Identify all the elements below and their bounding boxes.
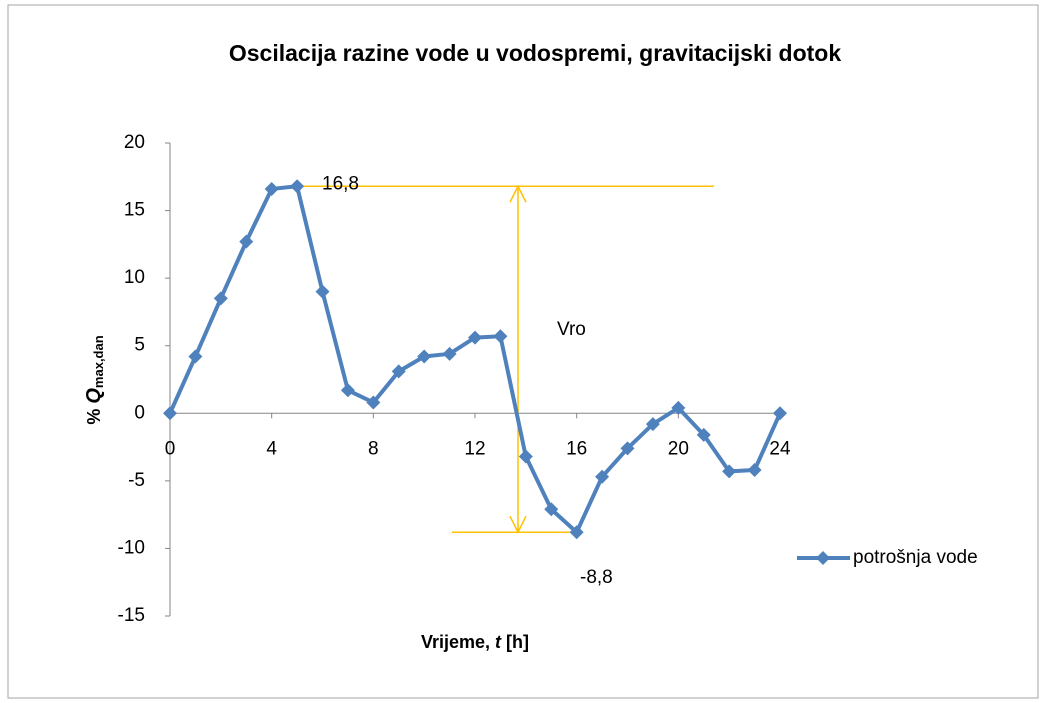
marker (442, 346, 457, 361)
marker (569, 525, 584, 540)
marker (188, 349, 203, 364)
annotation-label: -8,8 (580, 567, 613, 588)
marker (239, 234, 254, 249)
marker (696, 427, 711, 442)
marker (213, 291, 228, 306)
y-tick-label: -15 (118, 605, 145, 626)
y-tick-label: 5 (134, 335, 145, 356)
x-tick-label: 0 (165, 438, 176, 459)
y-axis-label: % Qmax,dan (83, 335, 106, 424)
marker (493, 329, 508, 344)
legend-marker (816, 551, 830, 565)
marker (645, 417, 660, 432)
x-label-part: t (495, 632, 502, 652)
marker (620, 441, 635, 456)
x-axis-label: Vrijeme, t [h] (421, 632, 529, 652)
y-tick-label: -5 (128, 470, 145, 491)
y-tick-label: 20 (124, 132, 145, 153)
x-tick-label: 12 (464, 438, 485, 459)
x-tick-label: 8 (368, 438, 379, 459)
marker (468, 330, 482, 345)
marker (315, 284, 330, 299)
chart-title: Oscilacija razine vode u vodospremi, gra… (229, 40, 841, 66)
marker (391, 364, 406, 379)
x-tick-label: 4 (266, 438, 277, 459)
marker (340, 383, 355, 398)
y-label-part: % (84, 404, 104, 425)
y-label-part: max,dan (91, 335, 106, 388)
x-label-part: [h] (501, 632, 529, 652)
marker (163, 406, 177, 421)
x-tick-label: 16 (566, 438, 587, 459)
marker (290, 179, 305, 194)
y-tick-label: 15 (124, 200, 145, 221)
x-label-part: Vrijeme, (421, 632, 495, 652)
x-tick-label: 20 (668, 438, 689, 459)
y-tick-label: -10 (118, 537, 145, 558)
y-label-part: Q (83, 388, 105, 404)
marker (544, 502, 559, 517)
annotation-label: 16,8 (322, 173, 359, 194)
x-tick-label: 24 (769, 438, 791, 459)
annotation-label: Vro (557, 319, 586, 340)
arrow-head (509, 515, 527, 534)
legend-label: potrošnja vode (853, 547, 978, 568)
y-tick-label: 10 (124, 267, 145, 288)
marker (747, 463, 762, 478)
y-tick-label: 0 (134, 402, 145, 423)
arrow-head (509, 184, 527, 203)
marker (518, 449, 533, 464)
marker (773, 406, 787, 421)
chart-frame (7, 4, 1039, 699)
marker (671, 400, 686, 415)
marker (722, 464, 737, 479)
marker (417, 349, 432, 364)
marker (366, 395, 381, 410)
marker (595, 469, 610, 484)
marker (264, 181, 279, 196)
